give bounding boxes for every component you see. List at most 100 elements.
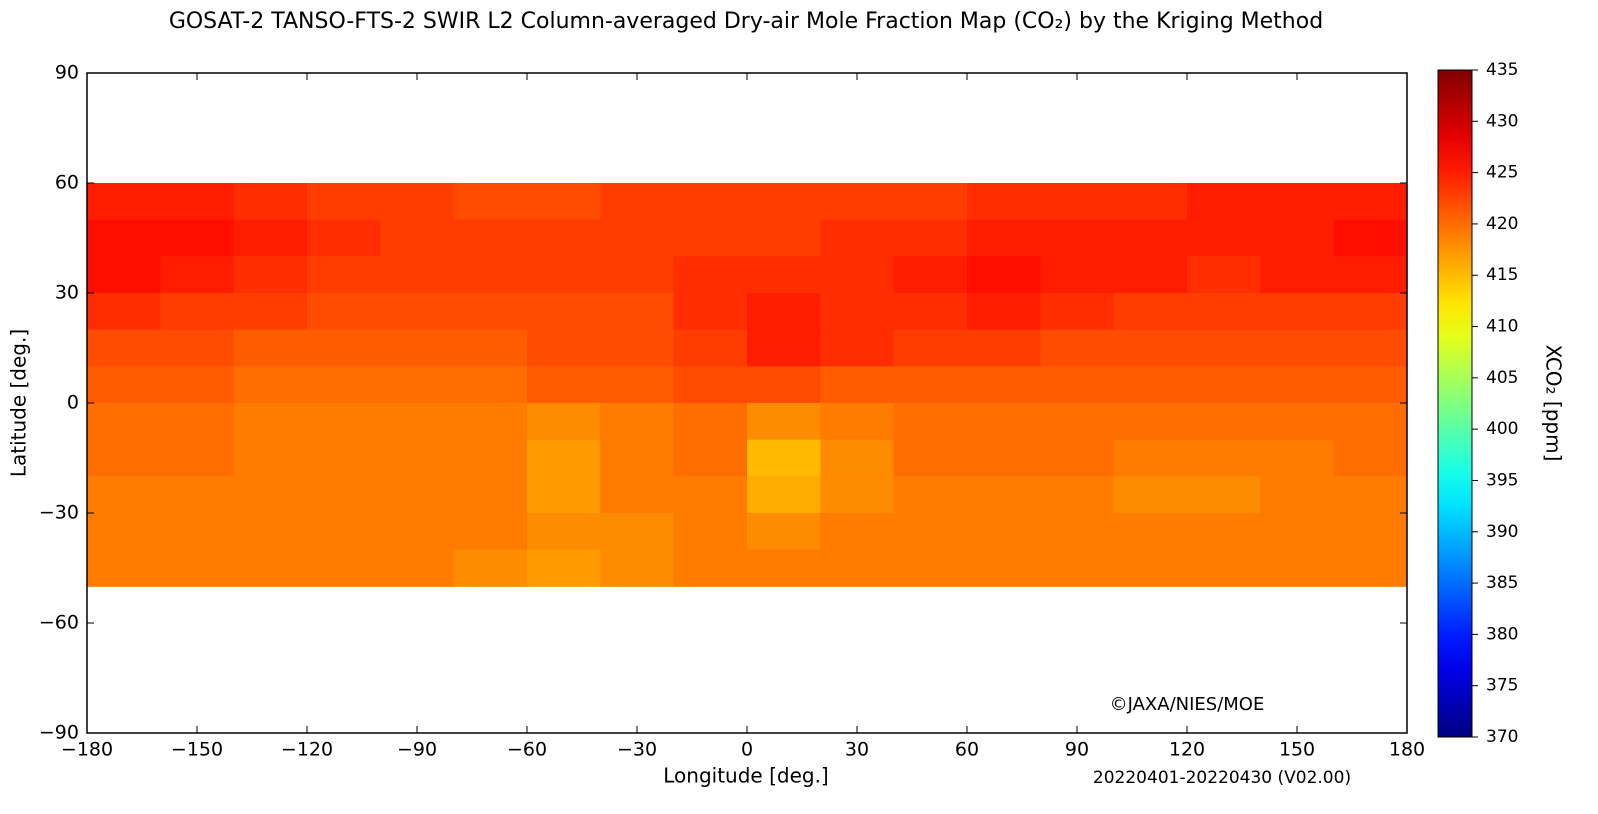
colorbar-tick-label: 395 xyxy=(1486,470,1518,490)
y-tick-label: 90 xyxy=(55,62,79,84)
colorbar-tick-label: 415 xyxy=(1486,265,1518,285)
xco2-cell xyxy=(600,366,675,404)
colorbar-tick-label: 390 xyxy=(1486,522,1518,542)
xco2-cell xyxy=(600,256,675,294)
xco2-cell xyxy=(87,439,161,477)
xco2-cell xyxy=(747,219,821,257)
xco2-cell xyxy=(1333,219,1408,257)
xco2-cell xyxy=(307,403,381,441)
xco2-cell xyxy=(967,366,1041,404)
xco2-cell xyxy=(1113,476,1188,514)
xco2-cell xyxy=(87,549,161,587)
xco2-cell xyxy=(1113,256,1188,294)
xco2-cell xyxy=(820,329,895,367)
xco2-cell xyxy=(600,403,675,441)
xco2-cell xyxy=(820,439,895,477)
colorbar-tick-label: 385 xyxy=(1486,573,1518,593)
x-axis-label: Longitude [deg.] xyxy=(663,764,829,788)
colorbar-tick-label: 405 xyxy=(1486,368,1518,388)
xco2-cell xyxy=(1260,439,1335,477)
xco2-cell xyxy=(1260,513,1335,551)
xco2-cell xyxy=(893,513,968,551)
y-tick-label: −60 xyxy=(39,612,79,634)
xco2-cell xyxy=(380,366,455,404)
xco2-cell xyxy=(87,403,161,441)
y-tick-label: −90 xyxy=(39,722,79,744)
xco2-cell xyxy=(967,183,1041,221)
xco2-cell xyxy=(1260,183,1335,221)
xco2-cell xyxy=(1113,366,1188,404)
colorbar-tick-label: 410 xyxy=(1486,317,1518,337)
x-tick-label: −30 xyxy=(617,739,657,761)
xco2-cell xyxy=(893,403,968,441)
xco2-cell xyxy=(87,476,161,514)
x-tick-label: −180 xyxy=(61,739,113,761)
xco2-cell xyxy=(967,549,1041,587)
xco2-cell xyxy=(307,366,381,404)
xco2-cell xyxy=(600,183,675,221)
xco2-cell xyxy=(1187,439,1261,477)
xco2-cell xyxy=(453,293,528,331)
xco2-cell xyxy=(893,256,968,294)
xco2-cell xyxy=(1040,439,1115,477)
xco2-cell xyxy=(1040,513,1115,551)
xco2-cell xyxy=(820,183,895,221)
xco2-cell xyxy=(527,329,601,367)
xco2-cell xyxy=(1187,549,1261,587)
map-title: GOSAT-2 TANSO-FTS-2 SWIR L2 Column-avera… xyxy=(169,9,1323,34)
xco2-cell xyxy=(1187,293,1261,331)
xco2-cell xyxy=(527,403,601,441)
xco2-cell xyxy=(233,476,308,514)
xco2-cell xyxy=(1040,219,1115,257)
xco2-cell xyxy=(527,513,601,551)
y-axis-label: Latitude [deg.] xyxy=(7,329,31,477)
colorbar-tick-label: 375 xyxy=(1486,676,1518,696)
xco2-cell xyxy=(1040,549,1115,587)
xco2-cell xyxy=(160,293,235,331)
xco2-cell xyxy=(820,256,895,294)
xco2-cell xyxy=(527,366,601,404)
xco2-cell xyxy=(967,513,1041,551)
xco2-cell xyxy=(893,439,968,477)
xco2-cell xyxy=(380,549,455,587)
xco2-cell xyxy=(747,329,821,367)
colorbar-tick-label: 430 xyxy=(1486,111,1518,131)
xco2-cell xyxy=(233,549,308,587)
xco2-cell xyxy=(820,476,895,514)
xco2-cell xyxy=(673,293,748,331)
xco2-cell xyxy=(87,293,161,331)
cells xyxy=(87,183,1408,587)
xco2-cell xyxy=(1113,329,1188,367)
xco2-cell xyxy=(747,476,821,514)
y-tick-label: −30 xyxy=(39,502,79,524)
xco2-cell xyxy=(893,293,968,331)
xco2-cell xyxy=(453,439,528,477)
colorbar-tick-label: 370 xyxy=(1486,727,1518,747)
xco2-cell xyxy=(1113,293,1188,331)
xco2-cell xyxy=(233,403,308,441)
y-tick-label: 60 xyxy=(55,172,79,194)
xco2-cell xyxy=(380,439,455,477)
colorbar-tick-label: 420 xyxy=(1486,214,1518,234)
x-tick-label: 90 xyxy=(1065,739,1089,761)
xco2-cell xyxy=(1260,549,1335,587)
xco2-cell xyxy=(307,513,381,551)
x-tick-label: 180 xyxy=(1389,739,1425,761)
xco2-cell xyxy=(87,256,161,294)
xco2-cell xyxy=(1187,256,1261,294)
x-tick-label: 30 xyxy=(845,739,869,761)
xco2-cell xyxy=(160,439,235,477)
xco2-cell xyxy=(1040,183,1115,221)
x-tick-label: 120 xyxy=(1169,739,1205,761)
copyright: ©JAXA/NIES/MOE xyxy=(1110,694,1265,715)
xco2-cell xyxy=(600,476,675,514)
xco2-cell xyxy=(160,256,235,294)
xco2-cell xyxy=(160,403,235,441)
xco2-cell xyxy=(820,219,895,257)
colorbar-tick-label: 380 xyxy=(1486,624,1518,644)
xco2-cell xyxy=(380,476,455,514)
xco2-cell xyxy=(1333,183,1408,221)
xco2-cell xyxy=(380,513,455,551)
colorbar-tick-label: 425 xyxy=(1486,163,1518,183)
xco2-cell xyxy=(87,366,161,404)
